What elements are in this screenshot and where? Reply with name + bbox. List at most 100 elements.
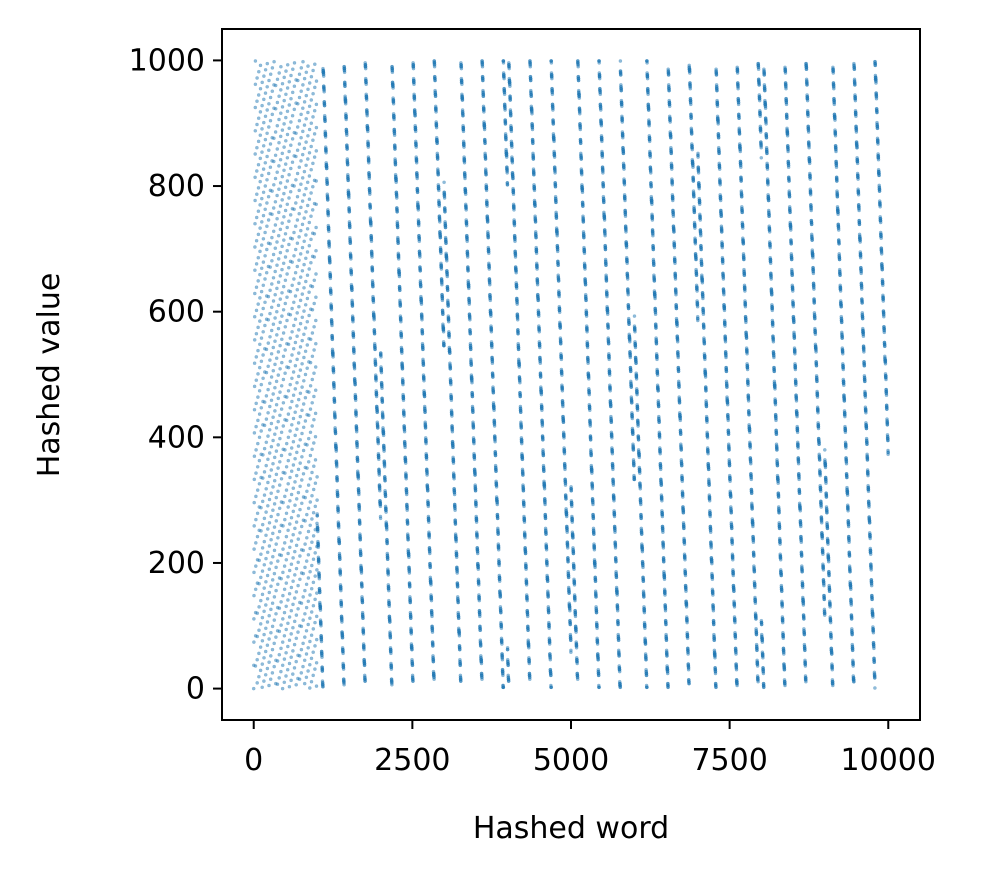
scatter-point [256,302,261,306]
scatter-point [340,620,344,624]
scatter-point [264,247,269,252]
scatter-point [366,160,371,165]
scatter-point [301,641,305,646]
scatter-point [532,188,537,193]
scatter-point [251,686,256,691]
scatter-point [258,598,263,603]
scatter-point [256,372,260,376]
scatter-point [259,196,264,201]
scatter-point [434,125,439,130]
scatter-point [373,363,378,367]
scatter-point [303,565,307,570]
scatter-point [276,350,281,354]
scatter-point [321,684,325,689]
scatter-point [302,635,307,639]
scatter-point [519,426,524,430]
scatter-point [267,78,271,83]
scatter-point [538,375,543,379]
scatter-point [478,628,483,633]
scatter-point [276,535,280,540]
scatter-point [271,392,276,396]
scatter-point [270,601,275,606]
scatter-point [401,398,406,403]
scatter-point [255,488,260,492]
scatter-point [551,122,556,126]
scatter-point [306,599,311,604]
scatter-point [314,272,318,276]
scatter-point [308,546,312,551]
scatter-point [302,658,307,663]
scatter-point [254,355,259,359]
scatter-point [274,309,279,314]
scatter-point [273,199,278,204]
scatter-point [281,570,285,575]
scatter-point [258,133,263,138]
scatter-point [474,504,478,509]
scatter-point [395,225,400,230]
scatter-point [275,559,280,563]
scatter-point [300,338,305,343]
scatter-point [314,614,319,619]
scatter-point [308,500,313,504]
scatter-point [535,282,540,287]
scatter-point [475,535,480,540]
scatter-point [299,135,303,140]
scatter-point [312,301,317,306]
scatter-point [480,677,484,682]
scatter-point [555,249,560,254]
scatter-point [445,274,450,279]
scatter-point [292,277,296,281]
scatter-point [282,145,286,149]
scatter-point [284,511,289,516]
scatter-point [308,569,312,574]
scatter-point [258,110,263,114]
scatter-point [370,255,374,259]
scatter-point [305,489,309,494]
scatter-point [256,325,260,330]
scatter-point [511,176,515,181]
scatter-point [312,255,317,259]
scatter-point [368,206,373,210]
scatter-point [264,510,268,514]
scatter-point [304,70,309,75]
scatter-point [363,679,368,683]
scatter-point [308,639,312,644]
scatter-point [262,655,266,660]
scatter-point [268,288,272,293]
scatter-point [267,683,271,688]
scatter-point [276,396,281,401]
scatter-point [263,649,268,654]
scatter-point [256,279,261,283]
scatter-point [478,644,483,648]
scatter-point [275,682,280,687]
scatter-point [451,445,455,450]
scatter-point [291,393,296,398]
scatter-point [289,678,293,683]
scatter-point [290,67,295,72]
scatter-point [365,113,370,118]
scatter-point [291,486,296,491]
scatter-point [254,169,259,173]
scatter-point [305,226,310,231]
scatter-point [464,223,469,228]
scatter-point [331,370,336,375]
scatter-point [307,127,312,132]
scatter-point [252,547,256,551]
scatter-point [262,632,266,637]
scatter-point [406,537,411,542]
scatter-point [280,81,285,86]
scatter-point [418,268,423,273]
scatter-point [354,429,359,434]
scatter-point [314,179,319,183]
scatter-point [275,77,280,82]
scatter-point [313,365,318,369]
scatter-point [430,614,434,619]
scatter-point [311,161,315,166]
scatter-point [257,581,261,586]
scatter-point [264,370,269,375]
scatter-point [399,319,403,324]
scatter-point [255,76,259,80]
scatter-point [468,347,473,352]
scatter-point [265,527,270,531]
scatter-point [505,647,510,652]
